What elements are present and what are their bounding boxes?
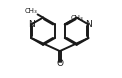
Text: N: N: [28, 20, 35, 29]
Text: N: N: [85, 20, 92, 29]
Text: CH₃: CH₃: [24, 8, 37, 14]
Text: CH₃: CH₃: [71, 15, 83, 21]
Text: O: O: [56, 59, 63, 68]
